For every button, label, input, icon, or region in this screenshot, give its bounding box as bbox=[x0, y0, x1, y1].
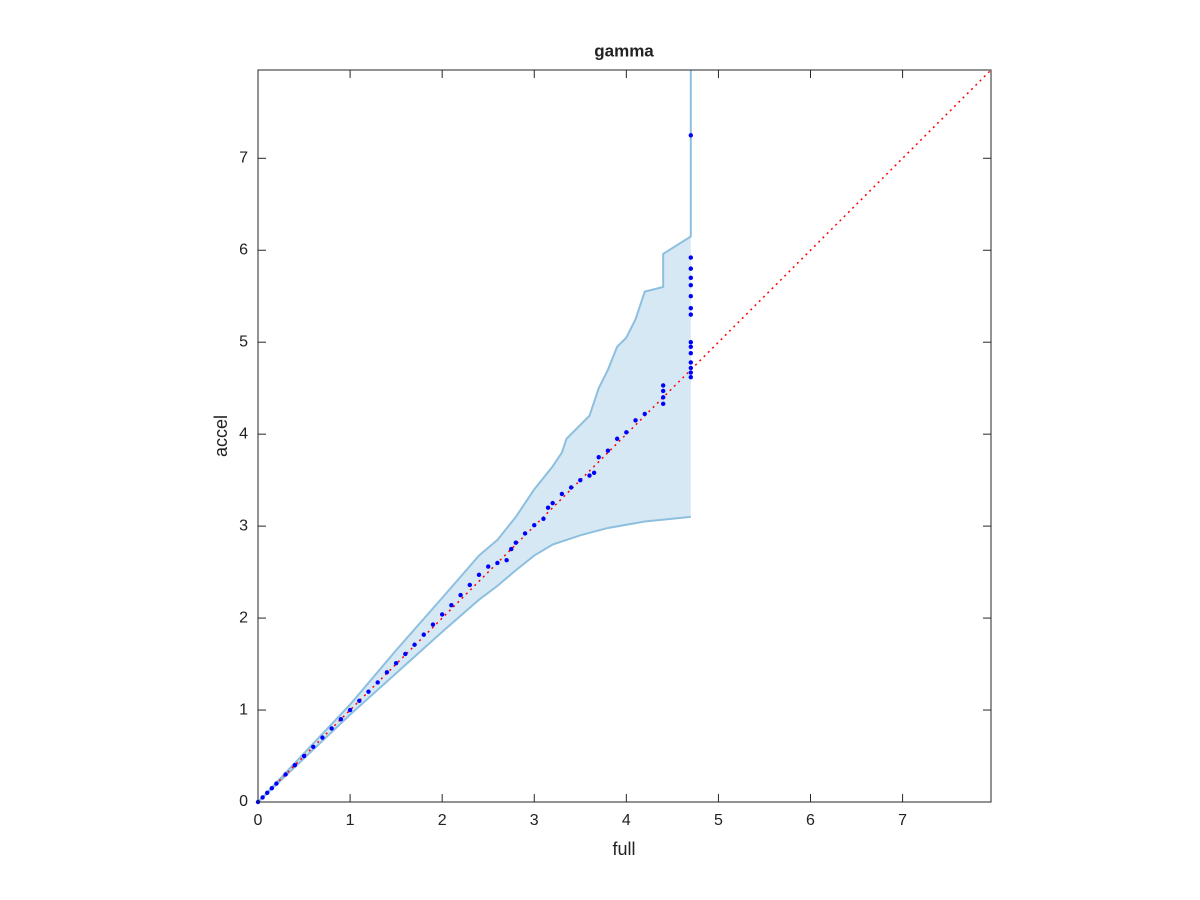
point bbox=[688, 340, 694, 345]
point bbox=[688, 305, 694, 311]
point bbox=[633, 418, 638, 423]
y-axis-label: accel bbox=[211, 415, 231, 457]
point bbox=[688, 294, 694, 299]
point bbox=[688, 344, 694, 349]
point bbox=[688, 255, 694, 260]
point bbox=[541, 516, 546, 521]
point bbox=[347, 707, 353, 713]
point bbox=[688, 275, 694, 281]
point bbox=[292, 763, 298, 768]
point bbox=[688, 133, 694, 138]
y-tick-label: 1 bbox=[239, 701, 248, 718]
reference-line bbox=[257, 69, 992, 803]
point bbox=[660, 395, 666, 400]
band-upper bbox=[257, 70, 692, 803]
point bbox=[301, 753, 307, 759]
point bbox=[688, 374, 694, 380]
band-fill bbox=[258, 70, 691, 802]
point bbox=[688, 360, 694, 365]
point bbox=[467, 582, 472, 588]
point bbox=[311, 744, 316, 750]
point bbox=[476, 572, 482, 578]
point bbox=[688, 266, 694, 271]
x-tick-label: 4 bbox=[622, 812, 631, 829]
y-tick-label: 2 bbox=[239, 609, 248, 626]
x-tick-label: 1 bbox=[346, 812, 355, 829]
point bbox=[568, 485, 574, 490]
point bbox=[660, 388, 666, 394]
point bbox=[513, 540, 519, 545]
point bbox=[265, 790, 270, 796]
y-tick-label: 4 bbox=[239, 425, 248, 442]
point bbox=[688, 351, 694, 356]
point bbox=[522, 531, 528, 536]
x-tick-label: 2 bbox=[438, 812, 447, 829]
point bbox=[430, 622, 436, 627]
point bbox=[357, 698, 362, 704]
point bbox=[260, 795, 265, 800]
point bbox=[660, 401, 666, 407]
point bbox=[578, 477, 583, 483]
point bbox=[421, 632, 426, 637]
point bbox=[495, 560, 500, 566]
point bbox=[688, 370, 694, 375]
x-tick-label: 5 bbox=[714, 812, 723, 829]
point bbox=[688, 312, 694, 317]
point bbox=[329, 726, 334, 731]
point bbox=[412, 642, 417, 647]
x-tick-label: 7 bbox=[898, 812, 907, 829]
point bbox=[274, 781, 279, 786]
point bbox=[393, 660, 399, 666]
point bbox=[559, 491, 565, 497]
y-tick-label: 6 bbox=[239, 241, 248, 258]
point bbox=[366, 689, 371, 694]
band-lower bbox=[257, 515, 691, 803]
point bbox=[439, 612, 445, 617]
point bbox=[283, 772, 288, 777]
point bbox=[509, 546, 514, 552]
point bbox=[338, 717, 344, 722]
point bbox=[614, 436, 620, 441]
point bbox=[624, 430, 629, 435]
point bbox=[403, 651, 408, 657]
x-tick-label: 0 bbox=[254, 812, 263, 829]
y-tick-label: 3 bbox=[239, 517, 248, 534]
chart-title: gamma bbox=[594, 41, 654, 60]
point bbox=[320, 735, 325, 740]
point bbox=[458, 592, 463, 598]
x-tick-label: 6 bbox=[806, 812, 815, 829]
axes-box bbox=[257, 69, 992, 803]
point bbox=[605, 448, 611, 453]
x-tick-label: 3 bbox=[530, 812, 539, 829]
point bbox=[449, 603, 454, 608]
point bbox=[688, 282, 694, 288]
point bbox=[550, 500, 555, 506]
y-tick-label: 7 bbox=[239, 150, 248, 167]
point bbox=[591, 470, 597, 475]
x-axis-label: full bbox=[612, 839, 635, 859]
point bbox=[642, 411, 647, 417]
point bbox=[596, 454, 601, 460]
y-tick-label: 0 bbox=[239, 793, 248, 810]
point bbox=[532, 523, 537, 528]
point bbox=[269, 786, 275, 791]
point bbox=[504, 557, 509, 563]
point bbox=[375, 680, 380, 685]
point bbox=[384, 670, 390, 675]
point bbox=[660, 383, 666, 388]
point bbox=[688, 365, 694, 371]
point bbox=[545, 505, 551, 510]
point bbox=[587, 473, 592, 478]
point bbox=[486, 564, 491, 569]
y-tick-label: 5 bbox=[239, 333, 248, 350]
